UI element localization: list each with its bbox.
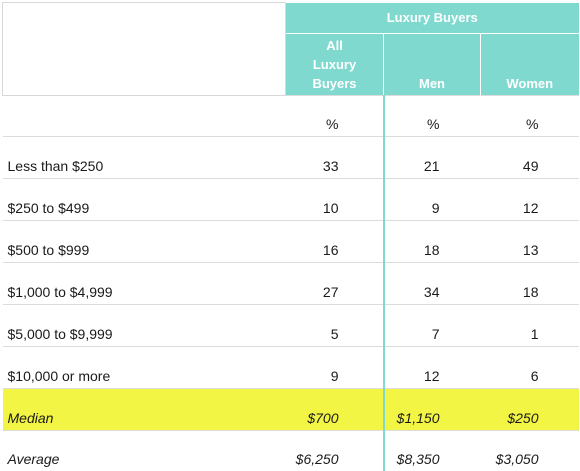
- column-header-all: All Luxury Buyers: [285, 33, 384, 95]
- units-cell: %: [382, 94, 481, 136]
- value-cell: 27: [285, 261, 384, 304]
- units-cell: %: [285, 94, 384, 136]
- units-row: % % %: [2, 94, 579, 136]
- table-row: $10,000 or more 9 12 6: [2, 345, 579, 388]
- value-cell: 12: [382, 345, 481, 388]
- value-cell: 12: [480, 177, 579, 220]
- column-header-all-line-2: Luxury: [312, 56, 357, 72]
- row-label: $5,000 to $9,999: [2, 303, 286, 346]
- median-value: $250: [480, 387, 579, 430]
- units-label: [2, 94, 286, 136]
- group-header: Luxury Buyers: [285, 2, 579, 34]
- value-cell: 7: [382, 303, 481, 346]
- column-header-women: Women: [480, 33, 579, 95]
- value-cell: 49: [480, 135, 579, 178]
- value-cell: 1: [480, 303, 579, 346]
- value-cell: 10: [285, 177, 384, 220]
- row-label: $1,000 to $4,999: [2, 261, 286, 304]
- table-row: $1,000 to $4,999 27 34 18: [2, 261, 579, 304]
- average-value: $6,250: [285, 429, 384, 471]
- value-cell: 6: [480, 345, 579, 388]
- value-cell: 9: [285, 345, 384, 388]
- median-value: $700: [285, 387, 384, 430]
- value-cell: 18: [480, 261, 579, 304]
- table-row: $500 to $999 16 18 13: [2, 219, 579, 262]
- value-cell: 16: [285, 219, 384, 262]
- median-value: $1,150: [382, 387, 481, 430]
- median-row: Median $700 $1,150 $250: [2, 387, 579, 430]
- median-label: Median: [2, 387, 286, 430]
- value-cell: 34: [382, 261, 481, 304]
- table-row: $250 to $499 10 9 12: [2, 177, 579, 220]
- units-cell: %: [480, 94, 579, 136]
- value-cell: 13: [480, 219, 579, 262]
- row-label: Less than $250: [2, 135, 286, 178]
- average-value: $8,350: [382, 429, 481, 471]
- table-row: Less than $250 33 21 49: [2, 135, 579, 178]
- average-row: Average $6,250 $8,350 $3,050: [2, 429, 579, 471]
- column-header-men: Men: [383, 33, 481, 95]
- row-label: $250 to $499: [2, 177, 286, 220]
- value-cell: 5: [285, 303, 384, 346]
- column-header-all-line-1: All: [326, 37, 343, 53]
- table-row: $5,000 to $9,999 5 7 1: [2, 303, 579, 346]
- column-header-all-line-3: Buyers: [312, 75, 357, 91]
- value-cell: 33: [285, 135, 384, 178]
- row-label: $500 to $999: [2, 219, 286, 262]
- value-cell: 18: [382, 219, 481, 262]
- value-cell: 9: [382, 177, 481, 220]
- average-value: $3,050: [480, 429, 579, 471]
- value-cell: 21: [382, 135, 481, 178]
- average-label: Average: [2, 429, 286, 471]
- row-label: $10,000 or more: [2, 345, 286, 388]
- table-corner: [2, 2, 286, 96]
